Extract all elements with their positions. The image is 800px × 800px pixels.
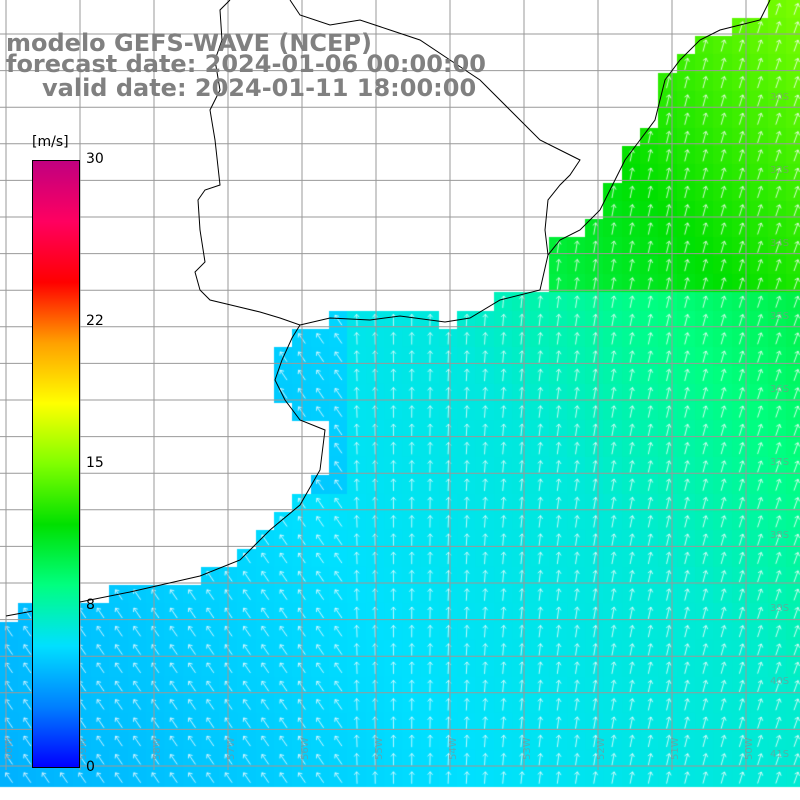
coastline — [5, 0, 771, 617]
longitude-label: 52W — [596, 737, 607, 760]
latitude-label: 41S — [770, 749, 789, 760]
longitude-label: 60W — [4, 737, 15, 760]
model-title: modelo GEFS-WAVE (NCEP) — [6, 29, 372, 57]
forecast-date: forecast date: 2024-01-06 00:00:00 — [6, 50, 486, 78]
coastline-path — [5, 0, 326, 617]
lat-lon-grid — [0, 0, 800, 770]
colorbar-tick-label: 8 — [86, 596, 95, 613]
colorbar-tick-label: 30 — [86, 151, 104, 167]
latitude-label: 35S — [770, 311, 789, 322]
latitude-label: 32S — [770, 165, 789, 176]
longitude-label: 59W — [78, 737, 89, 760]
longitude-label: 53W — [522, 737, 533, 760]
longitude-label: 56W — [300, 737, 311, 760]
latitude-labels: 30S 32S 34S 35S 36S 37S 38S 39S 40S 41S — [770, 92, 789, 760]
longitude-label: 57W — [226, 737, 237, 760]
coastline-path — [299, 0, 771, 326]
longitude-label: 54W — [448, 737, 459, 760]
latitude-label: 34S — [770, 238, 789, 249]
longitude-label: 58W — [152, 737, 163, 760]
latitude-label: 38S — [770, 530, 789, 541]
latitude-label: 37S — [770, 457, 789, 468]
valid-date: valid date: 2024-01-11 18:00:00 — [42, 74, 477, 102]
coastline-path — [289, 0, 581, 256]
longitude-label: 55W — [374, 737, 385, 760]
colorbar-tick-label: 0 — [86, 759, 95, 775]
latitude-label: 40S — [770, 676, 789, 687]
longitude-labels: 60W59W58W57W56W55W54W53W52W51W50W49W48W4… — [4, 737, 755, 760]
longitude-label: 50W — [744, 737, 755, 760]
latitude-label: 39S — [770, 603, 789, 614]
colorbar-units: [m/s] — [32, 134, 69, 150]
colorbar-tick-label: 15 — [86, 455, 104, 471]
colorbar — [32, 160, 80, 768]
colorbar-tick-label: 22 — [86, 313, 104, 330]
latitude-label: 30S — [770, 92, 789, 103]
longitude-label: 51W — [670, 737, 681, 760]
latitude-label: 36S — [770, 384, 789, 395]
